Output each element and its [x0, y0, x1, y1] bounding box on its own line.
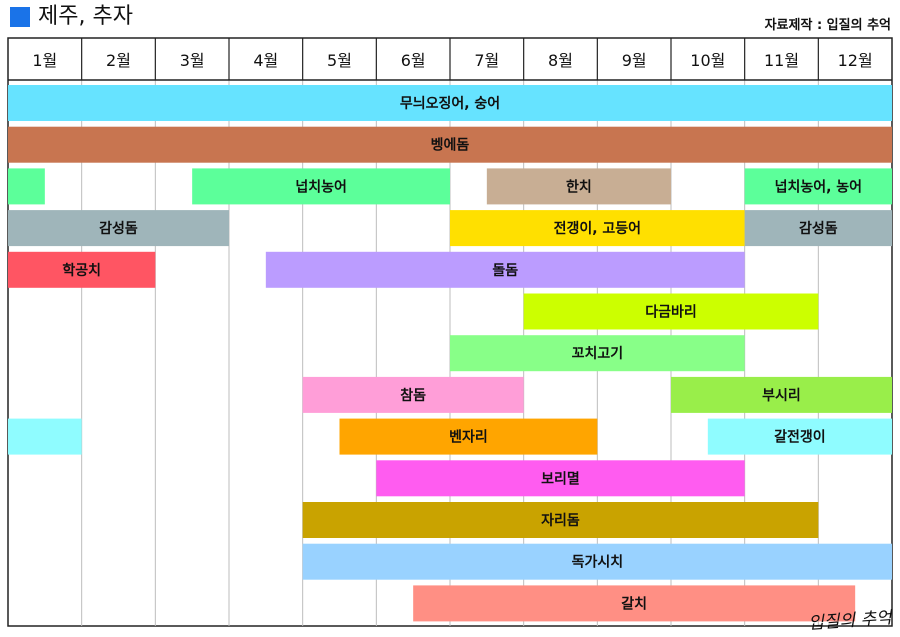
- month-label: 3월: [180, 51, 205, 70]
- season-bar: [523, 293, 819, 330]
- bar-label: 꼬치고기: [572, 346, 624, 362]
- month-label: 5월: [327, 51, 352, 70]
- season-bar: [744, 210, 892, 247]
- bar-label: 다금바리: [645, 305, 697, 321]
- bar-label: 넙치농어: [295, 178, 347, 195]
- season-bar: [302, 502, 819, 538]
- season-bar: [707, 418, 892, 455]
- season-bar: [302, 376, 524, 413]
- bar-label: 학공치: [62, 263, 101, 279]
- month-label: 4월: [253, 51, 278, 70]
- season-bar: [8, 85, 892, 121]
- season-bar: [8, 126, 892, 163]
- month-label: 11월: [764, 51, 799, 70]
- season-bar: [192, 168, 450, 205]
- month-label: 8월: [548, 51, 573, 70]
- bar-label: 자리돔: [541, 513, 580, 529]
- chart-title: 제주, 추자: [38, 4, 133, 29]
- month-label: 1월: [32, 51, 57, 70]
- bar-label: 전갱이, 고등어: [554, 220, 641, 237]
- month-label: 10월: [690, 51, 725, 70]
- season-bar: [302, 543, 893, 580]
- bar-label: 갈치: [621, 596, 647, 612]
- bar-label: 넙치농어, 농어: [775, 178, 862, 195]
- season-bar: [265, 251, 745, 288]
- season-bar: [744, 168, 892, 205]
- season-bar: [8, 210, 229, 247]
- credit-text: 자료제작 : 입질의 추억: [764, 18, 891, 33]
- bar-label: 한치: [566, 179, 592, 195]
- bar-label: 갈전갱이: [774, 429, 826, 446]
- bar-label: 벵에돔: [431, 137, 470, 154]
- bar-label: 벤자리: [449, 430, 488, 446]
- bar-label: 무늬오징어, 숭어: [400, 95, 500, 112]
- season-bar: [450, 335, 745, 372]
- season-bar: [413, 585, 856, 622]
- bar-label: 감성돔: [799, 220, 838, 237]
- month-label: 7월: [474, 51, 499, 70]
- season-bar: [339, 418, 598, 455]
- month-label: 9월: [622, 51, 647, 70]
- bar-label: 독가시치: [572, 555, 624, 571]
- month-label: 2월: [106, 51, 131, 70]
- season-bar: [8, 251, 156, 288]
- bar-label: 참돔: [400, 388, 426, 404]
- bar-label: 부시리: [762, 388, 801, 404]
- month-label: 6월: [401, 51, 426, 70]
- season-bar: [450, 210, 745, 247]
- title-marker: [10, 7, 30, 27]
- month-label: 12월: [838, 51, 873, 70]
- season-bar: [486, 168, 671, 205]
- season-bar: [8, 168, 45, 205]
- season-bar: [671, 376, 892, 413]
- season-bar: [8, 418, 82, 455]
- bar-label: 돌돔: [492, 263, 518, 279]
- bar-label: 감성돔: [99, 220, 138, 237]
- bar-label: 보리멸: [541, 471, 580, 487]
- season-bar: [376, 460, 745, 497]
